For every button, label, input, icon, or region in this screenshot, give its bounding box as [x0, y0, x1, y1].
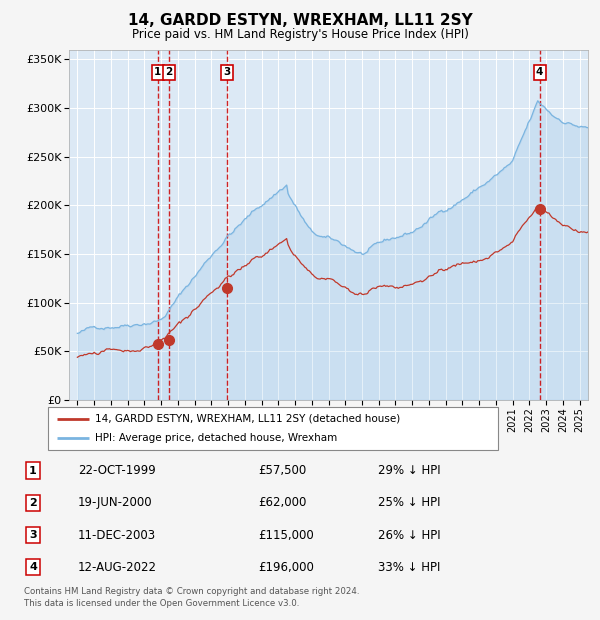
Text: 22-OCT-1999: 22-OCT-1999	[78, 464, 156, 477]
Text: Price paid vs. HM Land Registry's House Price Index (HPI): Price paid vs. HM Land Registry's House …	[131, 28, 469, 40]
Text: 12-AUG-2022: 12-AUG-2022	[78, 561, 157, 574]
Text: 25% ↓ HPI: 25% ↓ HPI	[378, 497, 440, 509]
Text: 14, GARDD ESTYN, WREXHAM, LL11 2SY: 14, GARDD ESTYN, WREXHAM, LL11 2SY	[128, 13, 472, 28]
Text: 2: 2	[165, 68, 172, 78]
Text: 19-JUN-2000: 19-JUN-2000	[78, 497, 152, 509]
Text: 29% ↓ HPI: 29% ↓ HPI	[378, 464, 440, 477]
Text: 3: 3	[29, 530, 37, 540]
Text: £115,000: £115,000	[258, 529, 314, 541]
Text: 4: 4	[29, 562, 37, 572]
FancyBboxPatch shape	[48, 407, 498, 450]
Text: 4: 4	[536, 68, 544, 78]
Text: 14, GARDD ESTYN, WREXHAM, LL11 2SY (detached house): 14, GARDD ESTYN, WREXHAM, LL11 2SY (deta…	[95, 414, 401, 423]
Text: 3: 3	[223, 68, 230, 78]
Text: HPI: Average price, detached house, Wrexham: HPI: Average price, detached house, Wrex…	[95, 433, 337, 443]
Text: 1: 1	[154, 68, 161, 78]
Text: 2: 2	[29, 498, 37, 508]
Text: £196,000: £196,000	[258, 561, 314, 574]
Text: 26% ↓ HPI: 26% ↓ HPI	[378, 529, 440, 541]
Text: 1: 1	[29, 466, 37, 476]
Text: Contains HM Land Registry data © Crown copyright and database right 2024.
This d: Contains HM Land Registry data © Crown c…	[24, 587, 359, 608]
Text: 33% ↓ HPI: 33% ↓ HPI	[378, 561, 440, 574]
Text: £57,500: £57,500	[258, 464, 306, 477]
Text: 11-DEC-2003: 11-DEC-2003	[78, 529, 156, 541]
Text: £62,000: £62,000	[258, 497, 307, 509]
